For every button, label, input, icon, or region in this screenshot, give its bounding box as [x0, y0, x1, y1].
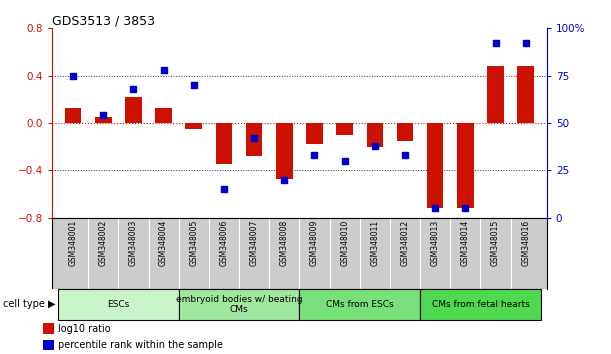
Bar [43, 324, 54, 334]
Bar [420, 289, 541, 320]
Bar [58, 289, 178, 320]
Point [219, 187, 229, 192]
Bar [95, 117, 112, 123]
Point [430, 205, 440, 211]
Point [68, 73, 78, 79]
Point [249, 135, 259, 141]
Text: GSM348010: GSM348010 [340, 220, 349, 266]
Text: GSM348003: GSM348003 [129, 220, 138, 266]
Text: GSM348005: GSM348005 [189, 220, 198, 266]
Text: embryoid bodies w/ beating
CMs: embryoid bodies w/ beating CMs [176, 295, 302, 314]
Bar [125, 97, 142, 123]
Text: CMs from fetal hearts: CMs from fetal hearts [431, 300, 529, 309]
Bar [276, 123, 293, 179]
Point [461, 205, 470, 211]
Bar [65, 108, 81, 123]
Point [159, 67, 169, 73]
Bar [487, 66, 504, 123]
Bar [337, 123, 353, 135]
Point [521, 41, 530, 46]
Text: CMs from ESCs: CMs from ESCs [326, 300, 393, 309]
Text: GSM348014: GSM348014 [461, 220, 470, 266]
Bar [216, 123, 232, 165]
Text: GSM348001: GSM348001 [68, 220, 78, 266]
Point [340, 158, 349, 164]
Point [279, 177, 289, 183]
Bar [43, 339, 54, 350]
Text: GSM348002: GSM348002 [99, 220, 108, 266]
Bar [457, 123, 474, 208]
Text: GSM348016: GSM348016 [521, 220, 530, 266]
Text: GSM348009: GSM348009 [310, 220, 319, 266]
Bar [186, 123, 202, 129]
Text: GSM348007: GSM348007 [250, 220, 258, 266]
Point [128, 86, 138, 92]
Bar [518, 66, 534, 123]
Text: GSM348011: GSM348011 [370, 220, 379, 266]
Point [370, 143, 379, 149]
Bar [427, 123, 444, 208]
Bar [299, 289, 420, 320]
Text: GSM348004: GSM348004 [159, 220, 168, 266]
Text: log10 ratio: log10 ratio [58, 324, 111, 334]
Text: GSM348006: GSM348006 [219, 220, 229, 266]
Point [491, 41, 500, 46]
Bar [246, 123, 262, 156]
Text: GSM348012: GSM348012 [401, 220, 409, 266]
Point [400, 152, 410, 158]
Point [310, 152, 320, 158]
Text: percentile rank within the sample: percentile rank within the sample [58, 340, 223, 350]
Point [189, 82, 199, 88]
Text: GDS3513 / 3853: GDS3513 / 3853 [52, 14, 155, 27]
Bar [155, 108, 172, 123]
Bar [178, 289, 299, 320]
Text: cell type ▶: cell type ▶ [3, 299, 56, 309]
Text: ESCs: ESCs [107, 300, 130, 309]
Bar [367, 123, 383, 147]
Bar [397, 123, 413, 141]
Text: GSM348008: GSM348008 [280, 220, 289, 266]
Point [98, 113, 108, 118]
Bar [306, 123, 323, 144]
Text: GSM348013: GSM348013 [431, 220, 440, 266]
Text: GSM348015: GSM348015 [491, 220, 500, 266]
